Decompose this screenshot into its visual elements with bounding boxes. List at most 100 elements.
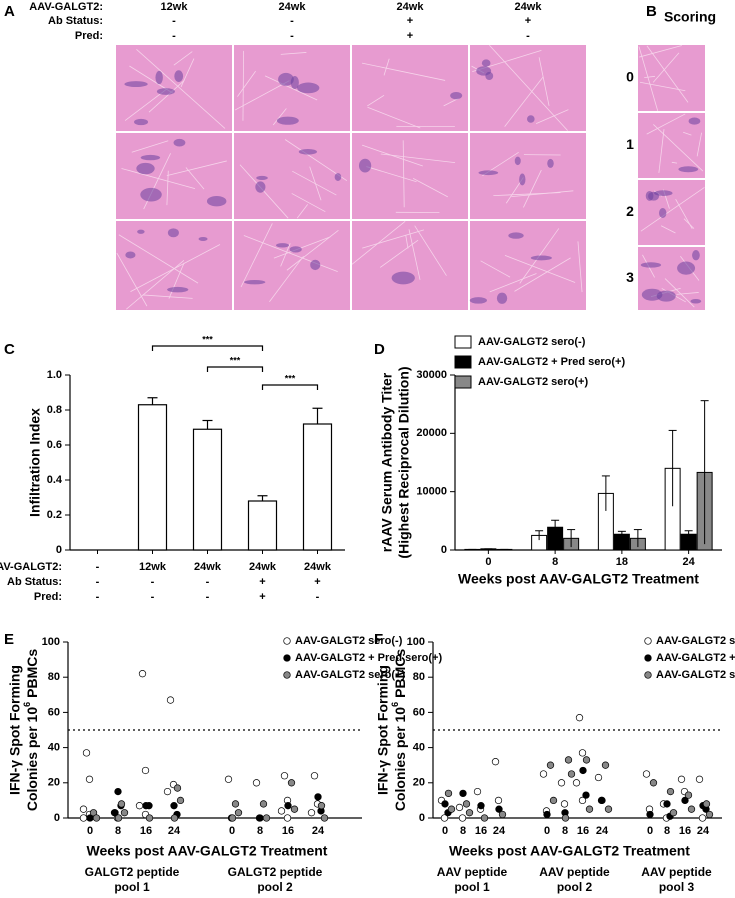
y-axis-title: IFN-γ Spot Forming — [375, 665, 391, 795]
y-tick-label: 1.0 — [47, 369, 62, 381]
x-tick-label: 0 — [647, 825, 653, 837]
data-point — [228, 814, 237, 822]
panel-letter: E — [4, 631, 14, 648]
y-tick-label: 20 — [413, 777, 425, 789]
data-point — [256, 814, 264, 822]
row-label: Ab Status: — [48, 15, 103, 27]
y-tick-label: 0.6 — [47, 439, 62, 451]
infiltrate — [527, 115, 535, 123]
data-point — [458, 814, 467, 822]
fiber — [264, 75, 318, 101]
infiltrate — [156, 88, 175, 95]
fiber — [366, 166, 417, 183]
data-point — [480, 814, 489, 822]
data-point — [283, 814, 292, 822]
fiber — [644, 75, 656, 79]
data-point — [114, 814, 123, 822]
column-label: 24wk — [397, 1, 425, 13]
histology-image — [470, 221, 586, 310]
data-point — [252, 779, 261, 787]
fiber — [504, 76, 544, 127]
y-axis-title-part: PBMCs — [392, 649, 408, 698]
fiber — [443, 97, 459, 107]
infiltrate — [508, 232, 524, 239]
data-point — [582, 756, 591, 764]
infiltrate — [125, 251, 136, 259]
data-point — [579, 766, 587, 775]
fiber — [131, 140, 169, 153]
significance-bracket — [261, 384, 319, 390]
data-point — [145, 802, 153, 810]
infiltrate — [514, 156, 521, 166]
x-tick-label: 24wk — [304, 561, 332, 573]
fiber — [414, 225, 447, 276]
infiltrate — [690, 298, 702, 304]
fiber — [367, 106, 421, 129]
y-tick-label: 100 — [42, 636, 60, 648]
data-point — [447, 805, 456, 813]
significance-label: *** — [230, 355, 241, 365]
fiber — [514, 257, 571, 292]
x-tick-label: 16 — [679, 825, 691, 837]
infiltrate — [358, 158, 372, 173]
y-tick-label: 0 — [54, 812, 60, 824]
y-tick-label: 0 — [441, 544, 447, 556]
x-tick-label: 8 — [115, 825, 121, 837]
y-tick-label: 20 — [48, 777, 60, 789]
infiltrate — [140, 154, 161, 161]
data-point — [594, 773, 603, 782]
y-tick-label: 80 — [48, 671, 60, 683]
x-tick-label: 0 — [485, 556, 491, 568]
y-axis-title: (Highest Reciprocal Dilution) — [396, 366, 412, 558]
y-axis-title-sup: 6 — [390, 702, 400, 707]
column-label: - — [172, 15, 176, 27]
fiber — [683, 131, 692, 136]
data-point — [582, 791, 590, 799]
data-point — [314, 793, 322, 801]
score-label: 3 — [626, 269, 634, 285]
x-tick-label: 16 — [282, 825, 294, 837]
fiber — [504, 255, 576, 283]
fiber — [664, 278, 695, 308]
legend-swatch — [454, 335, 472, 349]
group-label: pool 2 — [257, 880, 293, 894]
data-point — [698, 814, 707, 822]
data-point — [598, 796, 606, 805]
panel-letter: F — [374, 631, 383, 648]
column-label: 24wk — [279, 1, 307, 13]
histology-image — [470, 133, 586, 219]
y-axis-title: Colonies per 106 PBMCs — [390, 649, 407, 812]
infiltrate — [155, 70, 163, 85]
fiber — [646, 45, 689, 103]
x-tick-label: 12wk — [139, 561, 167, 573]
data-point — [663, 800, 671, 808]
y-axis-title: Infiltration Index — [27, 408, 43, 517]
y-tick-label: 0.4 — [47, 474, 63, 486]
fiber — [296, 204, 308, 219]
pred-label: - — [206, 591, 210, 603]
infiltrate — [244, 280, 266, 285]
panel-letter: A — [4, 3, 15, 20]
fiber — [243, 235, 338, 272]
infiltrate — [167, 286, 189, 293]
fiber — [273, 236, 331, 259]
data-point — [163, 787, 172, 796]
x-tick-label: 24 — [168, 825, 181, 837]
fiber — [696, 132, 702, 157]
fiber — [683, 218, 695, 229]
data-point — [539, 770, 548, 778]
infiltrate — [167, 228, 179, 238]
infiltrate — [140, 187, 162, 202]
data-point — [695, 775, 704, 783]
infiltrate — [678, 166, 699, 173]
data-point — [560, 800, 569, 808]
ab-status-label: + — [314, 576, 320, 588]
x-tick-label: 8 — [562, 825, 568, 837]
fiber — [237, 70, 256, 97]
fiber — [351, 221, 406, 265]
data-point — [79, 805, 88, 813]
fiber — [291, 193, 326, 213]
data-point — [277, 807, 286, 815]
x-tick-label: 8 — [664, 825, 670, 837]
data-point — [173, 784, 182, 792]
